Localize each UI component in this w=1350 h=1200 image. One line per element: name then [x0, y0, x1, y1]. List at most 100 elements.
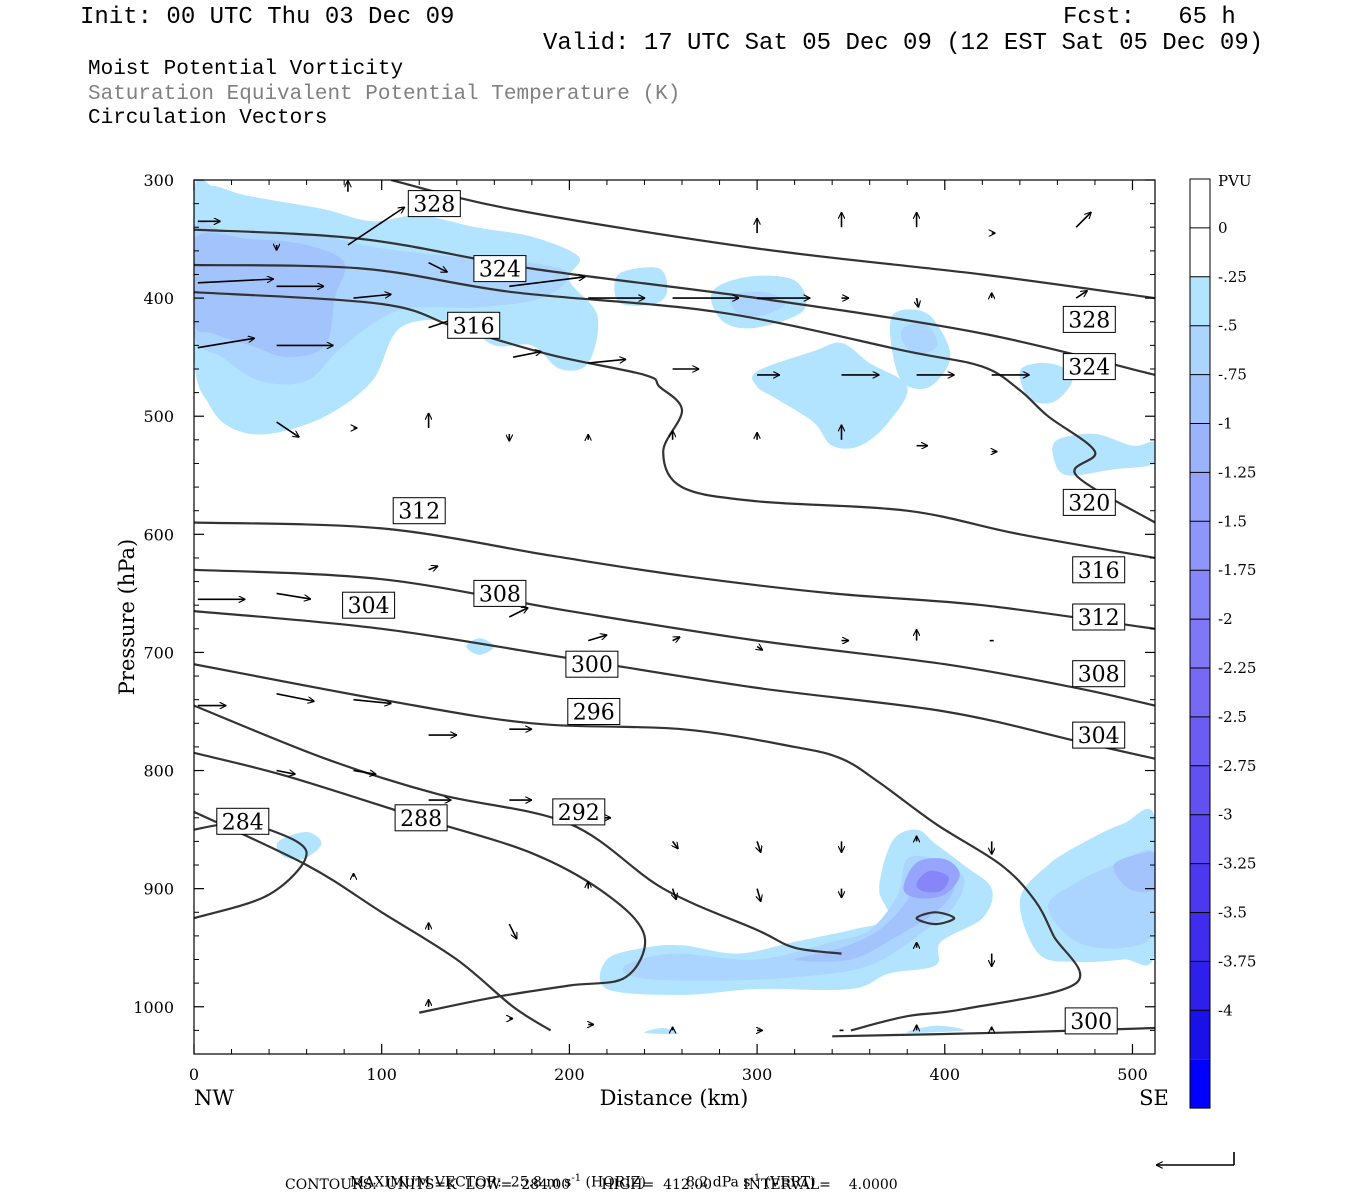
max-vector-label: MAXIMUM VECTOR: — [349, 1174, 502, 1191]
colorbar-level-label: -2.25 — [1218, 659, 1256, 677]
pv-shade-region — [599, 829, 993, 995]
pv-shade-region — [1052, 433, 1155, 476]
x-axis-label: Distance (km) — [600, 1086, 749, 1110]
contour-label: 328 — [1062, 305, 1116, 333]
max-horiz-exp: -1 — [571, 1173, 582, 1184]
y-tick-label: 800 — [143, 762, 174, 781]
pv-shade-region — [622, 855, 965, 981]
colorbar-level-label: -3 — [1218, 806, 1233, 824]
max-horiz-value: 25.8 m s — [510, 1174, 572, 1191]
colorbar-swatch — [1190, 227, 1210, 277]
contour-label-text: 320 — [1068, 491, 1110, 516]
colorbar-level-label: -1 — [1218, 415, 1233, 433]
field-title-vectors: Circulation Vectors — [88, 107, 328, 130]
reference-vector-icon — [1156, 1152, 1235, 1165]
circulation-vector — [197, 338, 255, 349]
contour-line-288 — [194, 810, 552, 1032]
contour-label: 304 — [342, 591, 396, 619]
contour-label: 304 — [1072, 721, 1126, 749]
contour-label: 320 — [1062, 488, 1116, 516]
circulation-vector — [1075, 291, 1087, 299]
y-tick-label: 500 — [143, 407, 174, 426]
colorbar-level-label: -2 — [1218, 610, 1233, 628]
contour-label-text: 300 — [571, 653, 613, 678]
circulation-vector — [509, 277, 585, 288]
x-tick-label: 0 — [189, 1065, 199, 1084]
colorbar-unit: PVU — [1218, 172, 1252, 190]
colorbar-level-label: -.75 — [1218, 366, 1247, 384]
circulation-vector — [353, 771, 377, 775]
pv-shade-region — [276, 831, 322, 860]
colorbar-swatch — [1190, 570, 1210, 620]
circulation-vector — [353, 294, 392, 299]
circulation-vector — [508, 923, 518, 939]
circulation-vector — [673, 888, 677, 900]
max-vert-exp: -1 — [750, 1173, 761, 1184]
circulation-vector — [276, 771, 296, 775]
contour-label-text: 288 — [400, 807, 442, 832]
circulation-vector — [672, 636, 681, 641]
contours-info-line: CONTOURS: UNITS=K LOW= 284.00 HIGH= 412.… — [285, 1177, 898, 1193]
x-endpoint-left: NW — [194, 1086, 234, 1110]
contour-label: 324 — [473, 255, 527, 283]
colorbar-swatch — [1190, 716, 1210, 766]
colorbar-level-label: -.25 — [1218, 268, 1247, 286]
contour-line-closed — [915, 911, 956, 926]
contour-label: 324 — [1062, 353, 1116, 381]
valid-time: Valid: 17 UTC Sat 05 Dec 09 (12 EST Sat … — [543, 30, 1264, 57]
colorbar-level-label: -3.5 — [1218, 904, 1247, 922]
pv-shade-region — [1113, 851, 1155, 893]
contour-label: 300 — [565, 650, 619, 678]
field-title-mpv: Moist Potential Vorticity — [88, 58, 404, 81]
circulation-vector — [673, 840, 679, 849]
colorbar-level-label: -1.75 — [1218, 561, 1256, 579]
pv-shade-region — [614, 267, 668, 306]
contour-line-308 — [194, 568, 1155, 707]
y-axis-label: Pressure (hPa) — [115, 539, 139, 695]
colorbar-swatch — [1190, 619, 1210, 668]
circulation-vector — [276, 421, 300, 437]
contour-label-text: 312 — [1078, 606, 1120, 631]
colorbar-swatch — [1190, 423, 1210, 473]
circulation-vector — [428, 566, 439, 570]
contour-label: 316 — [1072, 556, 1126, 584]
contour-labels-layer: 328 324 316 312 304 308 300 296 288 292 284 328 324 3… — [216, 190, 1126, 1035]
colorbar-level-label: -4 — [1218, 1001, 1233, 1019]
contour-label: 288 — [394, 804, 448, 832]
colorbar-level-label: -2.75 — [1218, 757, 1256, 775]
x-tick-label: 200 — [554, 1065, 585, 1084]
circulation-vector — [347, 207, 405, 246]
contour-line-312 — [194, 521, 1155, 630]
contour-label-text: 328 — [1068, 308, 1110, 333]
colorbar-level-label: -.5 — [1218, 317, 1237, 335]
max-vert-unit: (VERT) — [764, 1174, 816, 1191]
colorbar-swatch — [1190, 374, 1210, 424]
colorbar-swatch — [1190, 521, 1210, 571]
circulation-vector — [588, 359, 626, 364]
colorbar-swatch — [1190, 961, 1210, 1011]
pv-shade-region — [752, 342, 908, 449]
contour-label-text: 312 — [398, 500, 440, 525]
circulation-vector — [353, 698, 392, 704]
colorbar-swatch — [1190, 912, 1210, 962]
colorbar-level-label: -1.25 — [1218, 463, 1256, 481]
plot-frame — [193, 179, 1156, 1055]
contour-label: 312 — [1072, 603, 1126, 631]
contour-line-328 — [390, 180, 1155, 300]
colorbar-swatch — [1190, 814, 1210, 864]
x-endpoint-right: SE — [1139, 1086, 1169, 1110]
pv-shade-region — [906, 1025, 965, 1033]
colorbar-swatch — [1190, 179, 1210, 228]
field-title-thetae: Saturation Equivalent Potential Temperat… — [88, 83, 681, 106]
circulation-vector — [757, 647, 763, 651]
contour-label-text: 328 — [413, 193, 455, 218]
contour-line-304 — [194, 610, 1155, 760]
circulation-vector — [757, 841, 761, 852]
init-time: Init: 00 UTC Thu 03 Dec 09 — [80, 4, 455, 31]
theta-e-contours-layer — [194, 180, 1155, 1038]
circulation-vector — [197, 279, 274, 284]
y-tick-label: 700 — [143, 643, 174, 662]
max-vector-line: MAXIMUM VECTOR: 25.8 m s-1 (HORIZ) 8.2 d… — [341, 1160, 816, 1190]
contour-label-text: 324 — [479, 258, 521, 283]
contour-label-text: 308 — [1078, 663, 1120, 688]
